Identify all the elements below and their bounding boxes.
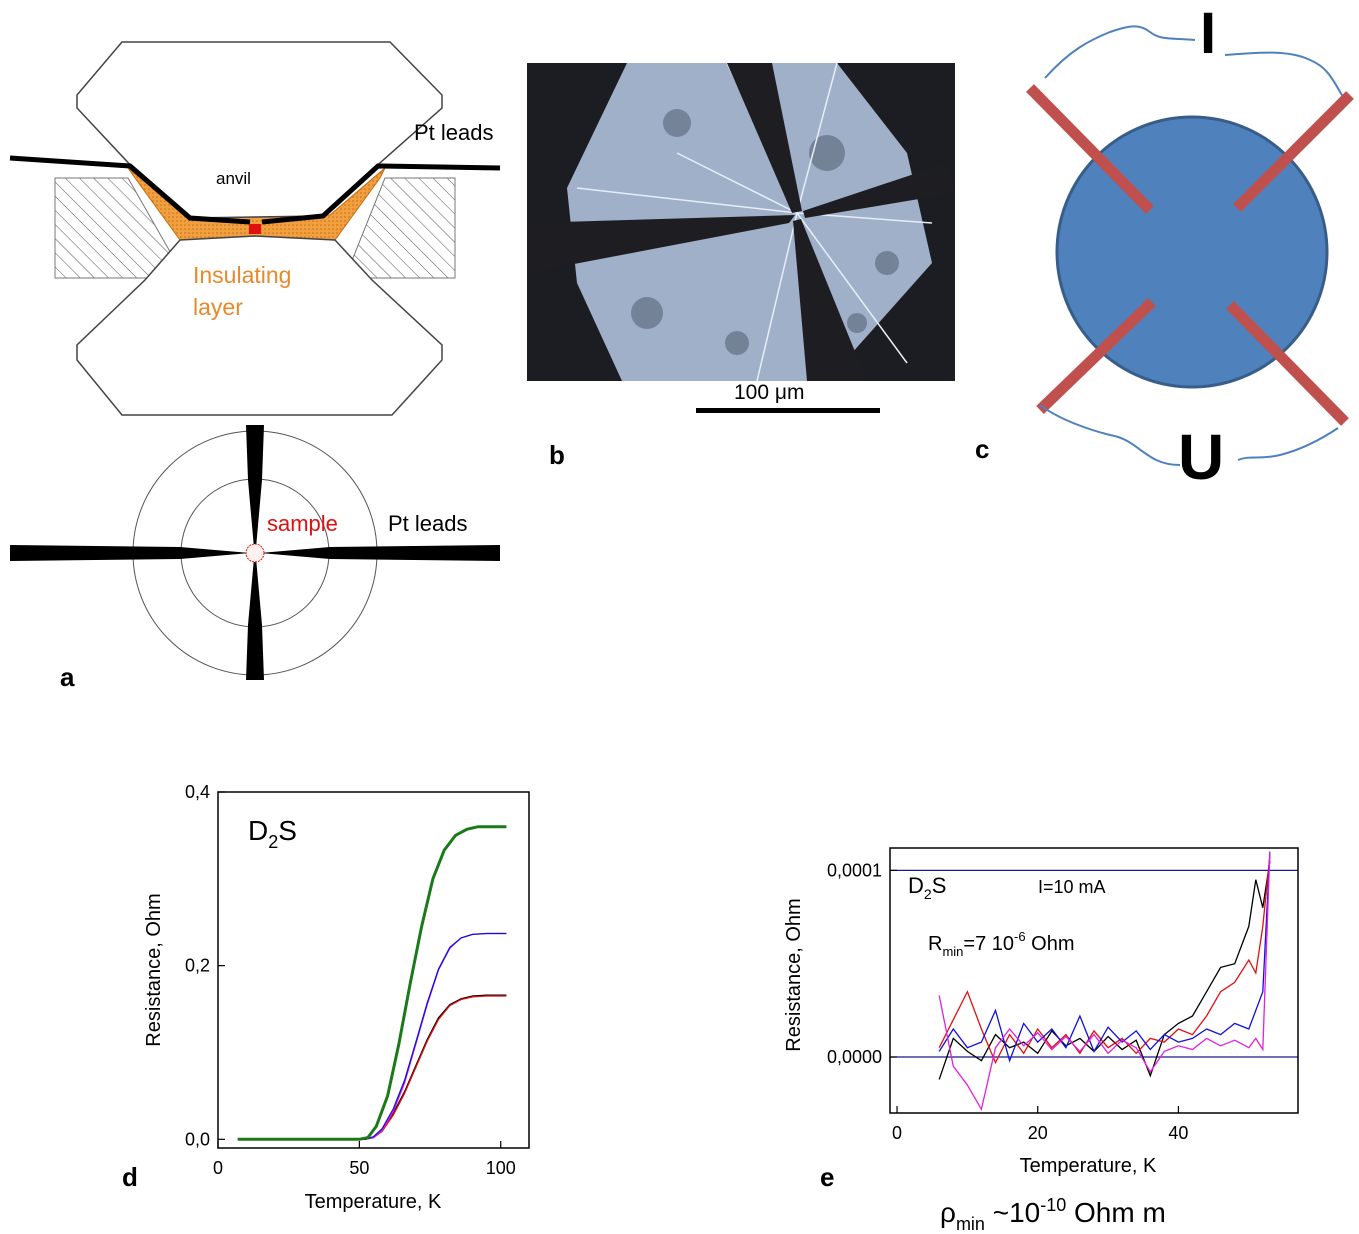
chart-d-series-2 (237, 932, 507, 1140)
panel-b-micrograph (527, 63, 955, 381)
chart-d-title-main: D2S (248, 815, 297, 852)
chart-e-ticks-group: 0 20 40 0,0000 0,0001 (827, 860, 1188, 1143)
probe-left (527, 215, 795, 273)
chart-d-xlabel: Temperature, K (305, 1191, 442, 1213)
chart-e-reference-lines (890, 869, 1298, 1058)
current-wire-right (1224, 51, 1346, 101)
panel-letter-b: b (549, 440, 565, 470)
contact-bottom-right (1226, 301, 1349, 426)
chart-e-current-annotation: I=10 mA (1038, 877, 1106, 897)
lead-plan-left (10, 545, 250, 561)
panel-letter-c: c (975, 434, 990, 464)
chart-e-series-group (938, 851, 1271, 1112)
chart-d-series-1 (237, 995, 507, 1140)
chart-e-title: D2S (908, 873, 946, 902)
voltage-label: U (1178, 421, 1225, 493)
panel-letter-a: a (60, 662, 75, 692)
chart-d-ytick-label-0: 0,0 (185, 1129, 210, 1149)
contact-top-left (1026, 84, 1154, 214)
chart-d-series-4 (237, 825, 507, 1141)
bottom-anvil (76, 235, 443, 416)
rho-min-caption: ρmin ~10-10 Ohm m (940, 1195, 1166, 1234)
panel-letter-e: e (820, 1162, 835, 1192)
chart-e-plot-frame (889, 847, 1299, 1114)
chart-e-series-3 (938, 851, 1271, 1112)
chart-d-xtick-label-2: 100 (486, 1158, 516, 1178)
chart-d-xtick-label-0: 0 (213, 1158, 223, 1178)
voltage-wire-right (1237, 427, 1339, 461)
scale-bar-label: 100 μm (734, 381, 805, 404)
contact-top-right (1233, 91, 1354, 212)
lead-plan-right (260, 545, 500, 561)
layer-label: layer (193, 294, 243, 320)
gasket-right (344, 177, 456, 279)
sample-plan-icon (245, 543, 265, 563)
insulating-label: Insulating (193, 262, 292, 288)
lead-plan-bottom (246, 558, 264, 680)
chart-d-ticks-group: 0 50 100 0,0 0,2 0,4 (185, 782, 516, 1178)
scale-bar (696, 408, 880, 413)
chart-e-xtick-label-2: 40 (1168, 1123, 1188, 1143)
chart-e-xlabel: Temperature, K (1020, 1155, 1157, 1177)
pt-lead-right (261, 163, 501, 225)
chart-e-ytick-label-1: 0,0001 (827, 860, 882, 880)
voltage-wire-left (1039, 404, 1181, 466)
sample-marker (249, 224, 261, 234)
probe-right (803, 163, 955, 218)
current-label: I (1200, 1, 1217, 66)
panel-letter-d: d (122, 1162, 138, 1192)
sample-label: sample (267, 511, 338, 536)
pt-leads-label-bottom: Pt leads (388, 511, 468, 536)
chart-e-rmin-annotation: Rmin=7 10-6 Ohm (928, 929, 1074, 959)
chart-d-xtick-label-1: 50 (349, 1158, 369, 1178)
chart-d-ytick-label-2: 0,4 (185, 782, 210, 802)
chart-e-xtick-label-0: 0 (892, 1123, 902, 1143)
panel-a-anvil-diagram (9, 41, 501, 680)
chart-e-series-2 (938, 851, 1271, 1063)
probe-top (727, 63, 802, 213)
contact-bottom-left (1036, 298, 1156, 414)
pt-leads-label-top: Pt leads (414, 120, 494, 145)
pt-lead-left (9, 155, 251, 225)
chart-d-plot-frame (217, 791, 530, 1149)
chart-e-series-1 (938, 855, 1271, 1065)
current-wire-left (1044, 25, 1196, 79)
chart-e-ylabel: Resistance, Ohm (783, 898, 805, 1051)
chart-d-series-0 (237, 994, 507, 1140)
svg-text:ρmin ~10-10 Ohm m: ρmin ~10-10 Ohm m (940, 1195, 1166, 1234)
chart-d-series-group (237, 825, 507, 1141)
chart-d-ytick-label-1: 0,2 (185, 956, 210, 976)
chart-e-xtick-label-1: 20 (1028, 1123, 1048, 1143)
chart-d: 0 50 100 0,0 0,2 0,4 D2S Temperature, K Resis… (143, 782, 530, 1213)
chart-e-ytick-label-0: 0,0000 (827, 1047, 882, 1067)
panel-c-contact-scheme (1026, 25, 1354, 466)
chart-e: 0 20 40 0,0000 0,0001 D2S I=10 mA Rmin=7 10-… (783, 847, 1299, 1177)
probe-bottom (793, 219, 867, 381)
lead-plan-top (246, 425, 264, 548)
anvil-label: anvil (216, 169, 251, 188)
chart-d-ylabel: Resistance, Ohm (143, 893, 165, 1046)
chart-d-series-3 (237, 932, 507, 1140)
